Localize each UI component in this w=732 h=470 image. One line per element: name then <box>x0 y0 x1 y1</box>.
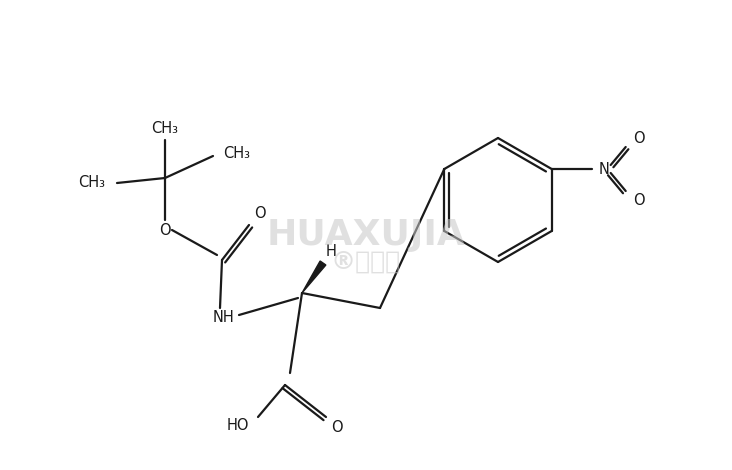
Text: ®化学加: ®化学加 <box>331 250 401 274</box>
Text: NH: NH <box>212 311 234 326</box>
Text: HUAXUJIA: HUAXUJIA <box>266 218 466 252</box>
Polygon shape <box>302 261 326 293</box>
Text: CH₃: CH₃ <box>78 174 105 189</box>
Text: O: O <box>331 420 343 434</box>
Text: HO: HO <box>227 417 250 432</box>
Text: O: O <box>633 131 644 146</box>
Text: CH₃: CH₃ <box>223 146 250 160</box>
Text: H: H <box>326 243 337 258</box>
Text: O: O <box>254 205 266 220</box>
Text: O: O <box>159 222 171 237</box>
Text: CH₃: CH₃ <box>152 120 179 135</box>
Text: O: O <box>633 193 644 207</box>
Text: N: N <box>598 162 609 177</box>
